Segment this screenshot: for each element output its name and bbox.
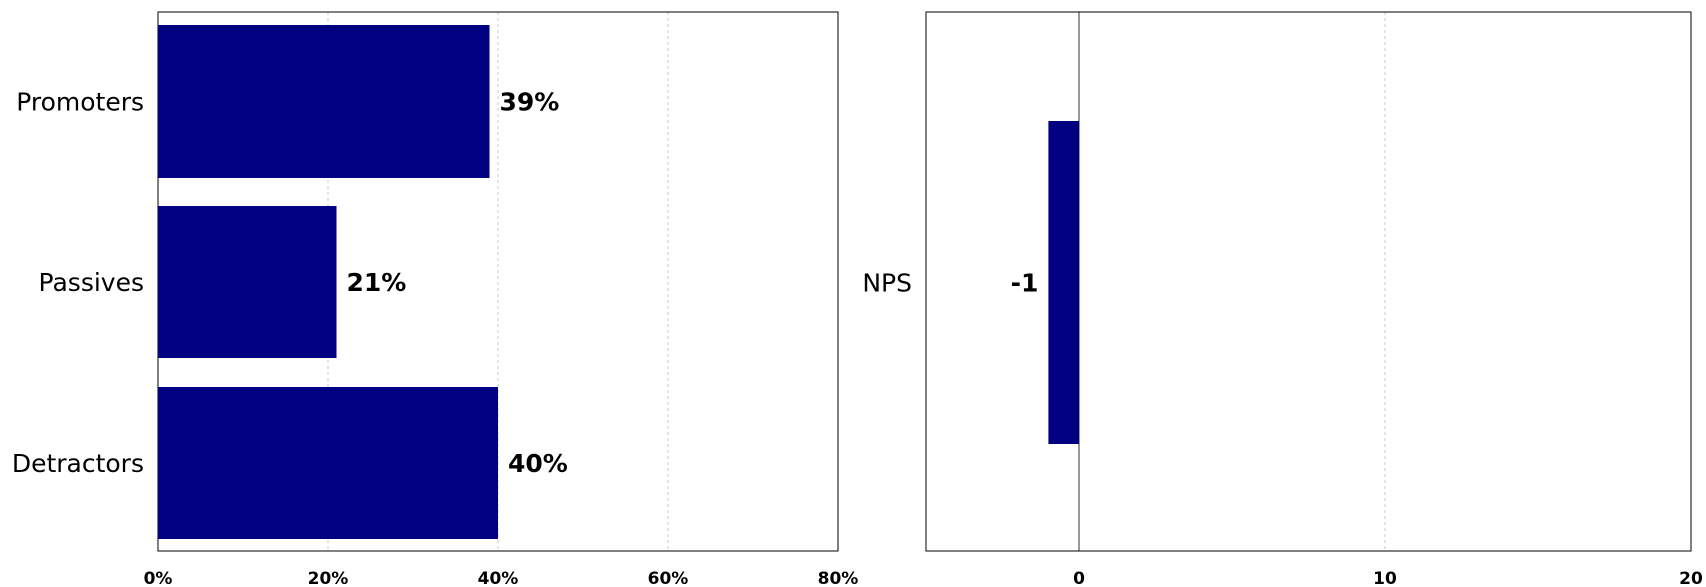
plot-frame <box>925 11 1692 552</box>
nps-chart: 0 10 20 NPS -1 <box>862 11 1703 587</box>
x-tick-label: 80% <box>818 569 859 587</box>
distribution-chart: 0% 20% 40% 60% 80% Promoters 39% Passives 21% Det… <box>12 11 859 587</box>
x-tick-label: 60% <box>648 569 689 587</box>
x-tick-label: 0% <box>144 569 173 587</box>
x-tick-label: 0 <box>1073 569 1085 587</box>
x-tick-label: 40% <box>478 569 519 587</box>
value-label: 21% <box>347 268 407 297</box>
category-label: NPS <box>862 269 912 298</box>
x-tick-label: 10 <box>1373 569 1397 587</box>
bar-nps <box>1048 121 1079 444</box>
category-label: Promoters <box>16 88 144 117</box>
x-tick-label: 20 <box>1679 569 1703 587</box>
value-label: 40% <box>508 449 568 478</box>
bar-passives <box>158 206 337 358</box>
bar-promoters <box>158 25 490 178</box>
value-label: 39% <box>500 88 560 117</box>
x-tick-label: 20% <box>308 569 349 587</box>
category-label: Detractors <box>12 449 144 478</box>
category-label: Passives <box>39 268 144 297</box>
value-label: -1 <box>1011 269 1039 298</box>
bar-detractors <box>158 387 498 539</box>
